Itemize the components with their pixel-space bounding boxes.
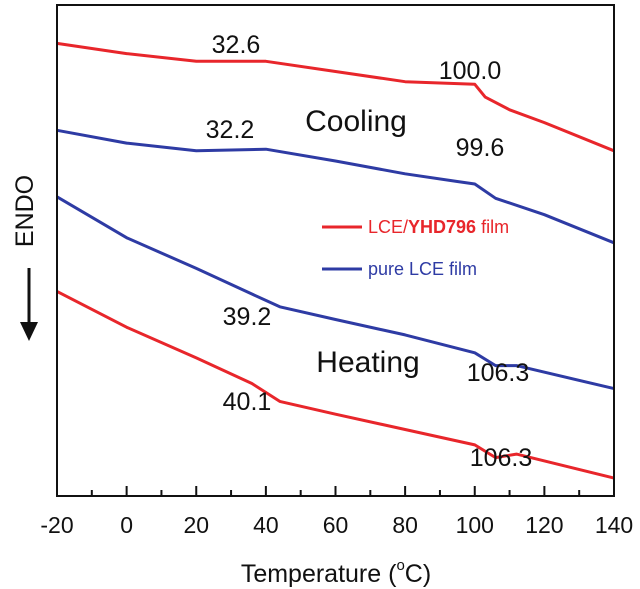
- annotation-heat-blue-high: 106.3: [467, 359, 530, 387]
- series-line-cooling-pure-lce-film: [56, 128, 615, 245]
- annotation-heat-red-low: 40.1: [223, 388, 272, 416]
- annotation-heat-red-high: 106.3: [470, 444, 533, 472]
- y-axis-title: ENDO: [11, 175, 39, 247]
- plot-frame: [56, 4, 615, 497]
- x-ticks-group: -20 0 20 40 60 80 100 120 140: [40, 486, 633, 538]
- x-axis-title-degree: o: [396, 557, 404, 574]
- section-label-cooling: Cooling: [305, 105, 407, 138]
- x-tick-label: 40: [253, 512, 279, 538]
- series-line-heating-lce-yhd796-film: [56, 290, 615, 480]
- x-tick-label: 120: [525, 512, 563, 538]
- section-label-heating: Heating: [316, 346, 419, 379]
- x-tick-label: 20: [183, 512, 209, 538]
- legend-prefix: LCE/: [368, 217, 408, 237]
- series-line-cooling-lce-yhd796-film: [56, 41, 615, 153]
- down-arrow-icon: [20, 268, 38, 341]
- annotation-cool-blue-low: 32.2: [206, 116, 255, 144]
- series-line-heating-pure-lce-film: [56, 195, 615, 391]
- x-tick-label: -20: [40, 512, 73, 538]
- x-axis-title-main: Temperature (: [241, 560, 397, 588]
- x-tick-label: 80: [392, 512, 418, 538]
- x-tick-label: 100: [456, 512, 494, 538]
- x-tick-label: 0: [120, 512, 133, 538]
- annotation-cool-red-low: 32.6: [212, 31, 261, 59]
- x-tick-label: 140: [595, 512, 633, 538]
- legend-suffix: film: [476, 217, 509, 237]
- annotation-heat-blue-low: 39.2: [223, 303, 272, 331]
- annotation-cool-red-high: 100.0: [439, 57, 502, 85]
- x-tick-label: 60: [323, 512, 349, 538]
- x-axis-title-unit: C): [405, 560, 431, 588]
- legend-label-lce-yhd796: LCE/YHD796 film: [368, 217, 509, 237]
- curves-group: [56, 41, 615, 480]
- x-axis-title: Temperature (oC): [241, 557, 431, 588]
- legend-label-pure-lce: pure LCE film: [368, 259, 477, 279]
- annotation-cool-blue-high: 99.6: [456, 134, 505, 162]
- legend-bold: YHD796: [408, 217, 476, 237]
